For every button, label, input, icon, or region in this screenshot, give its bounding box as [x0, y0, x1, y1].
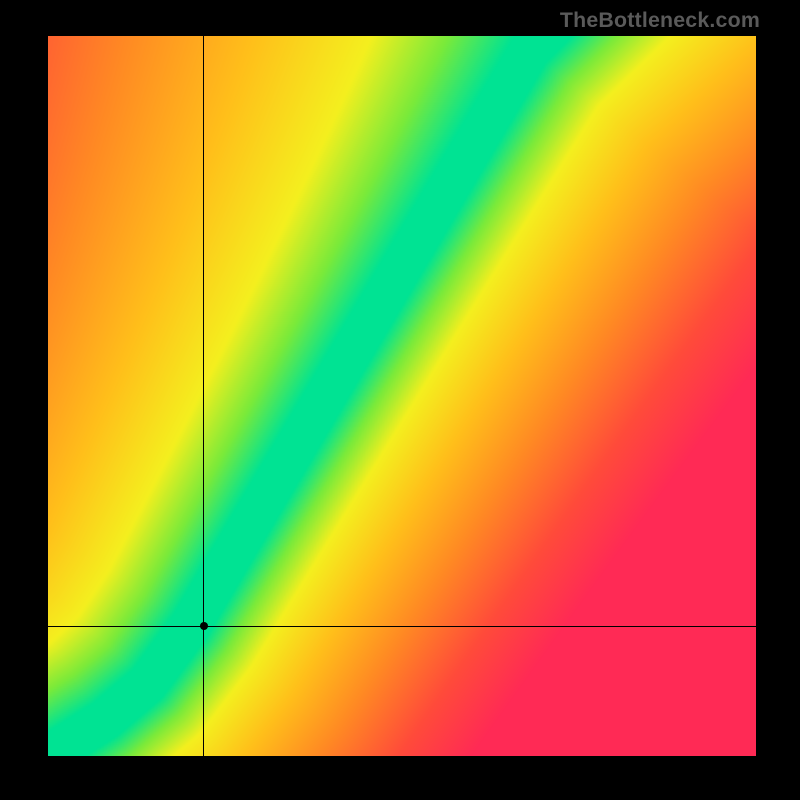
crosshair-horizontal: [48, 626, 756, 627]
heatmap-canvas: [48, 36, 756, 756]
watermark-text: TheBottleneck.com: [560, 8, 760, 33]
crosshair-vertical: [203, 36, 204, 756]
heatmap-plot: [48, 36, 756, 756]
